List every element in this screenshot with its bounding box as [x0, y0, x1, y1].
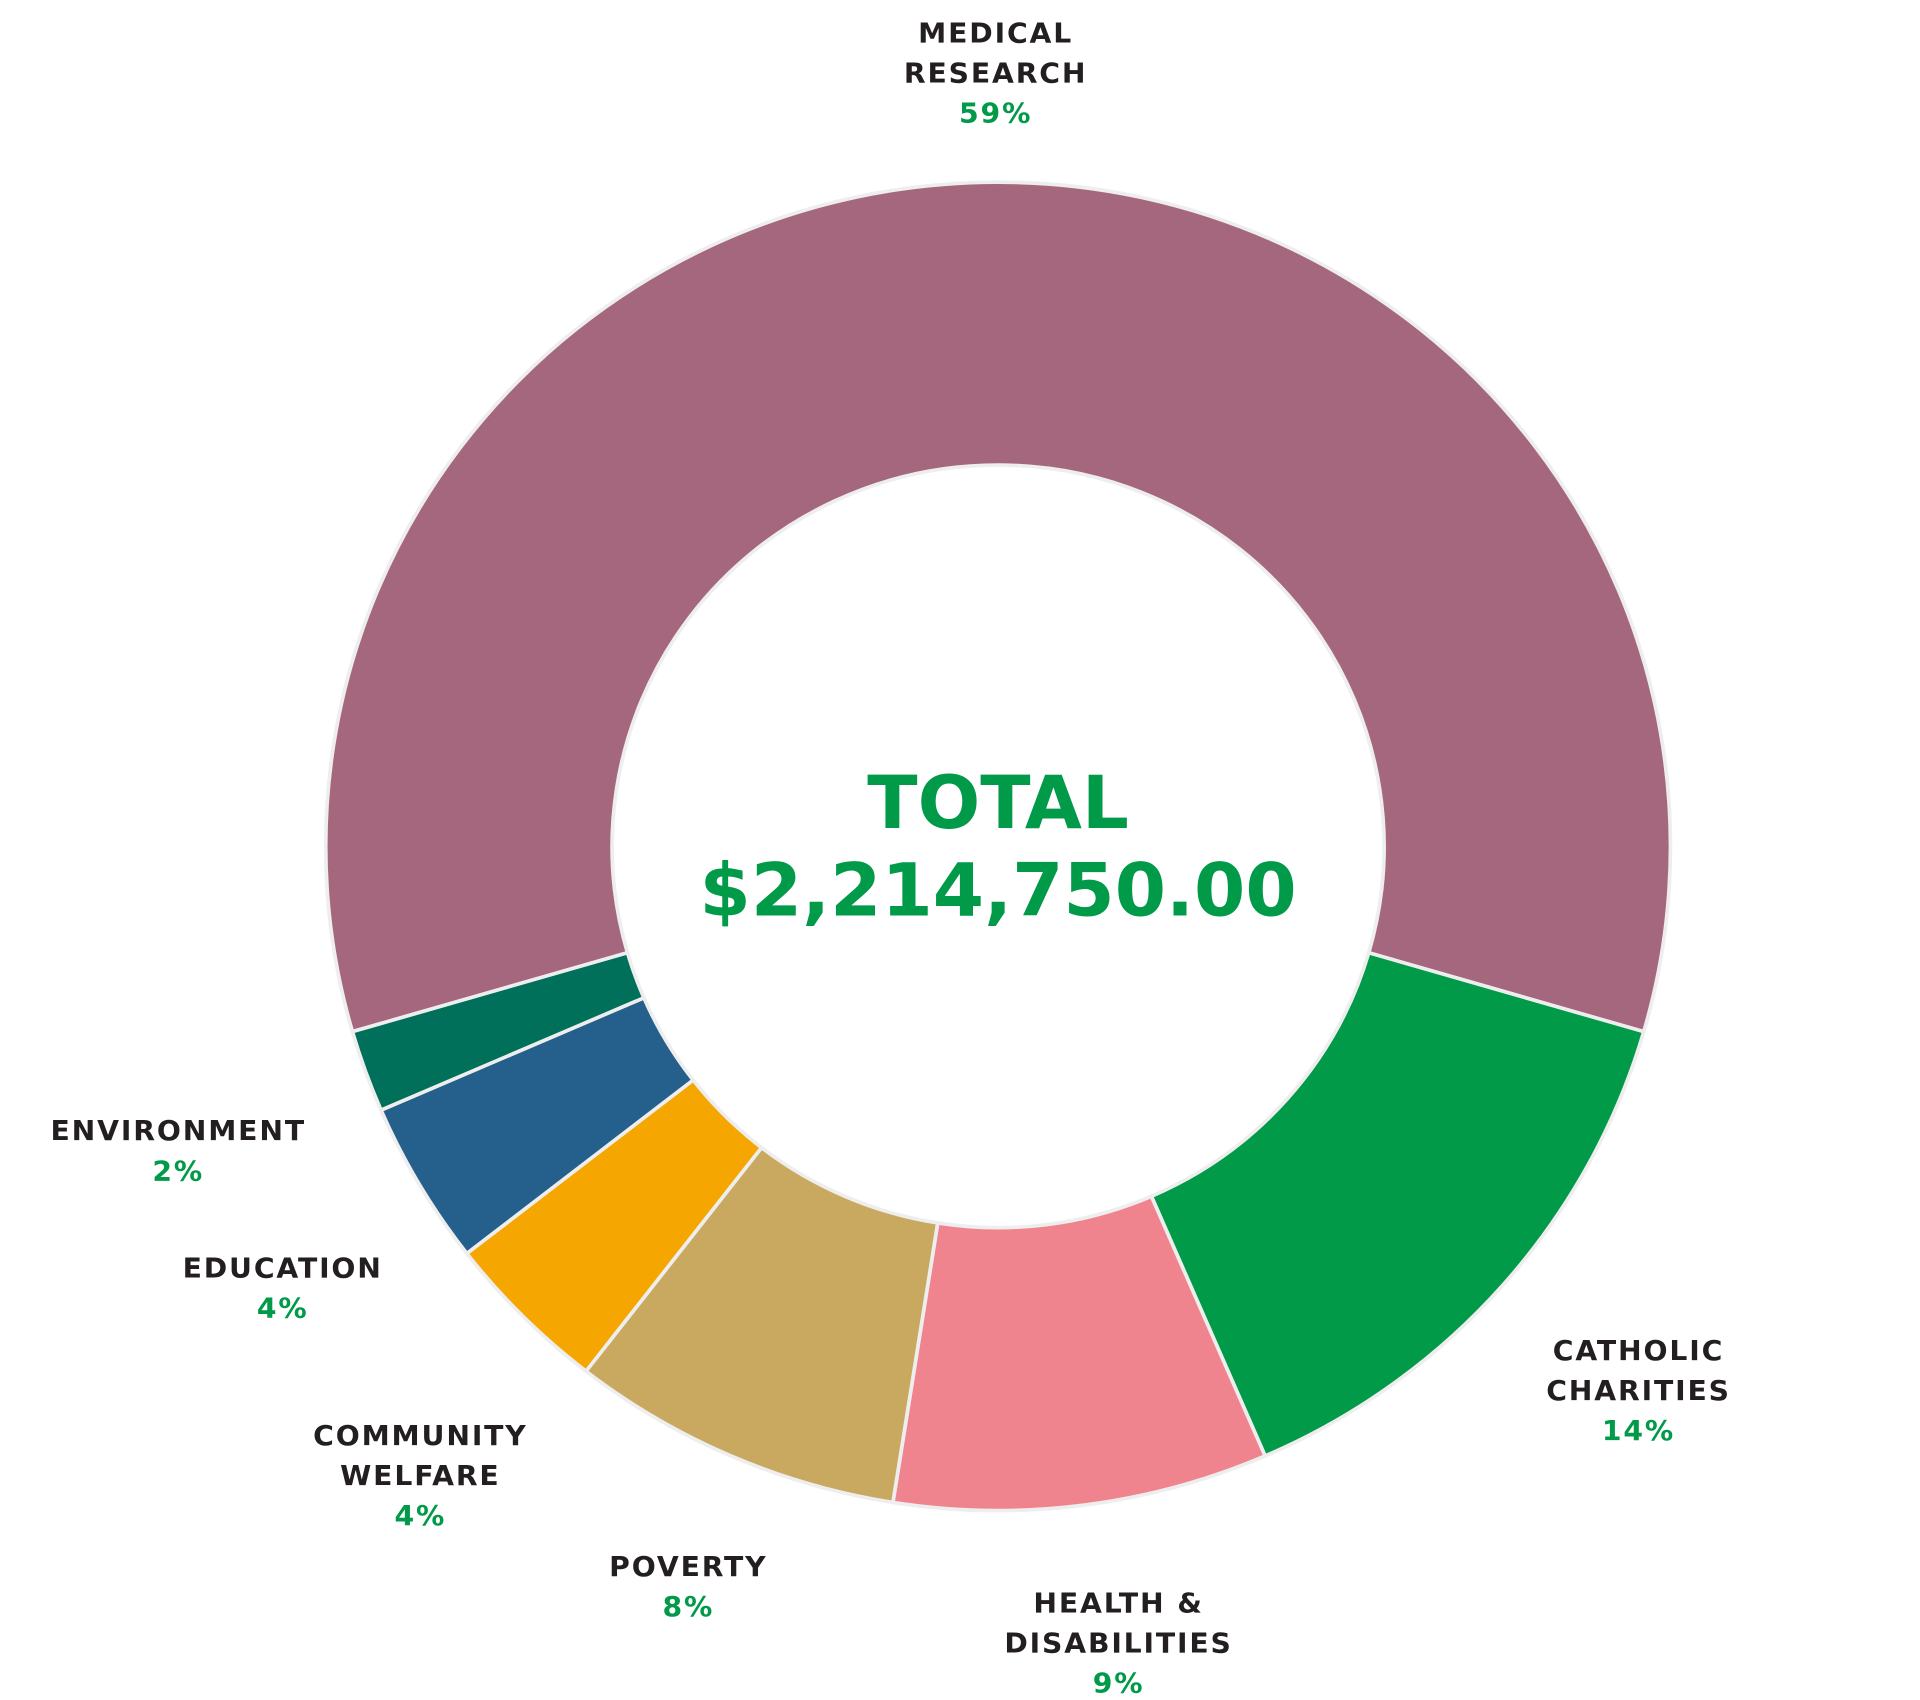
- slice-percent-label: 14%: [1602, 1414, 1675, 1447]
- slice-label: ENVIRONMENT: [50, 1114, 305, 1147]
- slice-label: CATHOLIC: [1553, 1334, 1724, 1367]
- slice-percent-label: 4%: [257, 1292, 309, 1325]
- slice-label: EDUCATION: [183, 1252, 383, 1285]
- slice-label: DISABILITIES: [1004, 1627, 1232, 1660]
- slice-label: POVERTY: [609, 1550, 767, 1583]
- slice-percent-label: 8%: [663, 1590, 715, 1623]
- slice-percent-label: 59%: [959, 97, 1032, 130]
- slice-medical-research: [323, 180, 1673, 1034]
- slice-percent-label: 2%: [152, 1154, 204, 1187]
- slice-percent-label: 9%: [1093, 1667, 1145, 1700]
- slice-catholic-charities: [1148, 950, 1647, 1459]
- slice-label: COMMUNITY: [313, 1419, 527, 1452]
- slice-label: CHARITIES: [1546, 1374, 1731, 1407]
- slice-label: RESEARCH: [904, 57, 1088, 90]
- center-total-value: $2,214,750.00: [700, 849, 1297, 933]
- slice-label: HEALTH &: [1033, 1587, 1203, 1620]
- slice-environment: [350, 950, 647, 1113]
- slice-label: WELFARE: [340, 1459, 500, 1492]
- center-total-title: TOTAL: [867, 762, 1129, 846]
- slice-label: MEDICAL: [918, 17, 1073, 50]
- slices: [323, 180, 1673, 1513]
- slice-percent-label: 4%: [395, 1499, 447, 1532]
- slice-labels: MEDICAL RESEARCH 59% CATHOLIC CHARITIES 14% HE…: [50, 17, 1731, 1700]
